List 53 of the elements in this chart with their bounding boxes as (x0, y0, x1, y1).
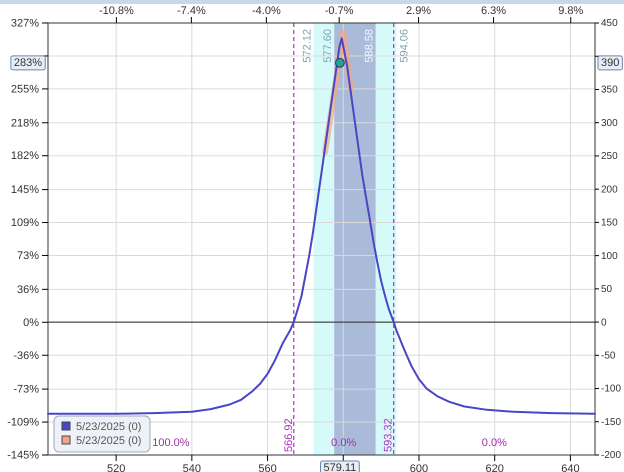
annotation: 0.0% (482, 437, 508, 449)
y2-tick-label: -100 (601, 384, 622, 395)
x-tick-label: 640 (561, 462, 580, 472)
x2-tick-label: -0.7% (324, 5, 354, 17)
y2-tick-label: 50 (601, 284, 613, 296)
y2-tick-label: 350 (601, 84, 618, 96)
ref-line-label: 566.92 (282, 418, 295, 452)
y-tick-label: 73% (16, 250, 40, 262)
annotation: 594.06 (398, 29, 410, 63)
text: 579.11 (323, 462, 356, 472)
y-tick-label: 145% (10, 184, 40, 196)
x2-tick-label: 2.9% (406, 5, 432, 17)
x-tick-label: 520 (106, 462, 126, 472)
annotation: 100.0% (152, 437, 190, 449)
y-tick-label: 218% (10, 117, 40, 130)
annotation: 572.12 (301, 29, 314, 63)
annotation: 577.60 (322, 29, 334, 63)
y2-tick-label: -50 (601, 350, 616, 362)
text: 390 (601, 56, 620, 69)
ref-line-label: 593.32 (382, 418, 395, 452)
x-tick-label: 620 (486, 462, 504, 472)
y2-tick-label: 250 (601, 151, 618, 162)
x2-tick-label: 9.8% (558, 5, 584, 17)
y-tick-label: -109% (7, 416, 40, 429)
y2-tick-label: 100 (601, 250, 618, 262)
legend-label: 5/23/2025 (0) (76, 421, 142, 433)
y2-tick-label: 300 (601, 118, 618, 129)
y2-tick-label: 150 (601, 218, 618, 229)
x-tick-label: 540 (182, 462, 202, 472)
y-tick-label: 255% (10, 83, 40, 96)
y-tick-label: -73% (13, 384, 40, 396)
y-tick-label: 36% (16, 284, 40, 296)
y2-tick-label: -150 (601, 416, 622, 428)
y2-tick-label: -200 (601, 450, 622, 462)
y-tick-label: 182% (10, 150, 40, 162)
annotation: 588.58 (364, 29, 376, 63)
y2-tick-label: 450 (601, 18, 618, 30)
y-tick-label: -145% (7, 450, 40, 462)
y-tick-label: -36% (13, 350, 40, 362)
x-tick-label: 560 (258, 462, 277, 472)
y-tick-label: 0% (23, 316, 40, 329)
x2-tick-label: -4.0% (252, 5, 281, 17)
y-tick-label: 109% (10, 217, 40, 230)
x2-tick-label: -7.4% (176, 5, 206, 17)
y2-tick-label: 0 (601, 317, 607, 328)
x2-tick-label: -10.8% (98, 5, 134, 17)
text: 283% (14, 56, 42, 69)
x-tick-label: 600 (410, 462, 428, 472)
y-tick-label: 327% (10, 18, 40, 30)
annotation: 0.0% (331, 437, 356, 449)
legend-label: 5/23/2025 (0) (76, 435, 142, 447)
x2-tick-label: 6.3% (481, 5, 506, 17)
y2-tick-label: 200 (601, 184, 618, 196)
